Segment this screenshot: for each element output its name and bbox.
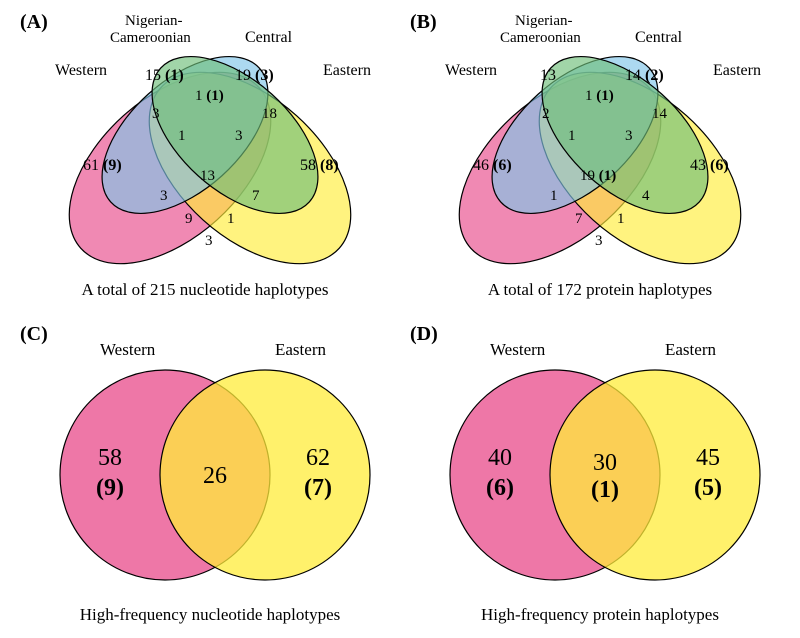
- panel-d-venn: Western Eastern 40 (6) 30 (1) 45 (5): [450, 340, 760, 580]
- d-eastern-only-bold: (5): [694, 475, 722, 501]
- a-western-only: 61 (9): [83, 157, 122, 174]
- central-label: Central: [635, 29, 683, 46]
- c-eastern-only: 62: [306, 445, 330, 471]
- d-western-only: 40: [488, 445, 512, 471]
- nigerian-label-l1: Nigerian-: [125, 13, 182, 29]
- c-western-only: 58: [98, 445, 122, 471]
- b-w-n-c: 1: [568, 128, 576, 144]
- central-label: Central: [245, 29, 293, 46]
- a-w-n: 3: [152, 106, 160, 122]
- b-n-e: 4: [642, 188, 650, 204]
- panel-b-caption: A total of 172 protein haplotypes: [488, 280, 712, 299]
- b-c-e: 14: [652, 106, 668, 122]
- d-eastern-only: 45: [696, 445, 720, 471]
- a-central-only: 19 (3): [235, 67, 274, 84]
- panel-c-venn: Western Eastern 58 (9) 26 62 (7): [60, 340, 370, 580]
- panel-a-tag: (A): [20, 11, 48, 33]
- figure-svg: (A) Western Nigerian- Cameroonian Centra…: [0, 0, 800, 633]
- western-label: Western: [100, 340, 156, 359]
- eastern-label: Eastern: [275, 340, 326, 359]
- western-label: Western: [55, 62, 107, 79]
- a-w-n-e: 1: [227, 211, 235, 227]
- c-eastern-only-bold: (7): [304, 475, 332, 501]
- b-w-n-e: 1: [617, 211, 625, 227]
- western-label: Western: [490, 340, 546, 359]
- a-w-c: 3: [160, 188, 168, 204]
- b-w-c-e: 7: [575, 211, 583, 227]
- d-western-only-bold: (6): [486, 475, 514, 501]
- panel-c-caption: High-frequency nucleotide haplotypes: [80, 605, 341, 624]
- panel-b-venn: Western Nigerian- Cameroonian Central Ea…: [424, 13, 776, 300]
- b-w-e: 3: [595, 233, 603, 249]
- a-w-e: 3: [205, 233, 213, 249]
- c-intersection: 26: [203, 463, 227, 489]
- b-western-only: 46 (6): [473, 157, 512, 174]
- a-n-e: 7: [252, 188, 260, 204]
- panel-a: (A) Western Nigerian- Cameroonian Centra…: [20, 11, 386, 300]
- panel-d: (D) Western Eastern 40 (6) 30 (1) 45 (5)…: [410, 323, 760, 624]
- panel-a-caption: A total of 215 nucleotide haplotypes: [82, 280, 329, 299]
- nigerian-label-l2: Cameroonian: [110, 30, 191, 46]
- c-western-only-bold: (9): [96, 475, 124, 501]
- a-w-c-e: 9: [185, 211, 193, 227]
- panel-a-venn: Western Nigerian- Cameroonian Central Ea…: [34, 13, 386, 300]
- eastern-label: Eastern: [713, 62, 761, 79]
- eastern-circle: [160, 370, 370, 580]
- b-central-only: 14 (2): [625, 67, 664, 84]
- panel-b-tag: (B): [410, 11, 437, 33]
- panel-d-caption: High-frequency protein haplotypes: [481, 605, 719, 624]
- d-intersection: 30: [593, 450, 617, 476]
- a-n-c-e: 3: [235, 128, 243, 144]
- b-w-c: 1: [550, 188, 558, 204]
- figure-root: (A) Western Nigerian- Cameroonian Centra…: [0, 0, 800, 633]
- panel-c: (C) Western Eastern 58 (9) 26 62 (7) Hig…: [20, 323, 370, 624]
- panel-c-tag: (C): [20, 323, 48, 345]
- d-intersection-bold: (1): [591, 477, 619, 503]
- b-n-c: 1 (1): [585, 88, 614, 104]
- a-all: 13: [200, 168, 215, 184]
- b-all: 19 (1): [580, 168, 616, 184]
- nigerian-label-l1: Nigerian-: [515, 13, 572, 29]
- panel-d-tag: (D): [410, 323, 438, 345]
- b-w-n: 2: [542, 106, 550, 122]
- eastern-circle: [550, 370, 760, 580]
- a-n-c: 1 (1): [195, 88, 224, 104]
- panel-b: (B) Western Nigerian- Cameroonian Centra…: [410, 11, 776, 300]
- eastern-label: Eastern: [323, 62, 371, 79]
- a-eastern-only: 58 (8): [300, 157, 339, 174]
- a-c-e: 18: [262, 106, 277, 122]
- a-w-n-c: 1: [178, 128, 186, 144]
- eastern-label: Eastern: [665, 340, 716, 359]
- b-nigerian-only: 13: [540, 67, 556, 84]
- a-nigerian-only: 15 (1): [145, 67, 184, 84]
- nigerian-label-l2: Cameroonian: [500, 30, 581, 46]
- b-eastern-only: 43 (6): [690, 157, 729, 174]
- b-n-c-e: 3: [625, 128, 633, 144]
- western-label: Western: [445, 62, 497, 79]
